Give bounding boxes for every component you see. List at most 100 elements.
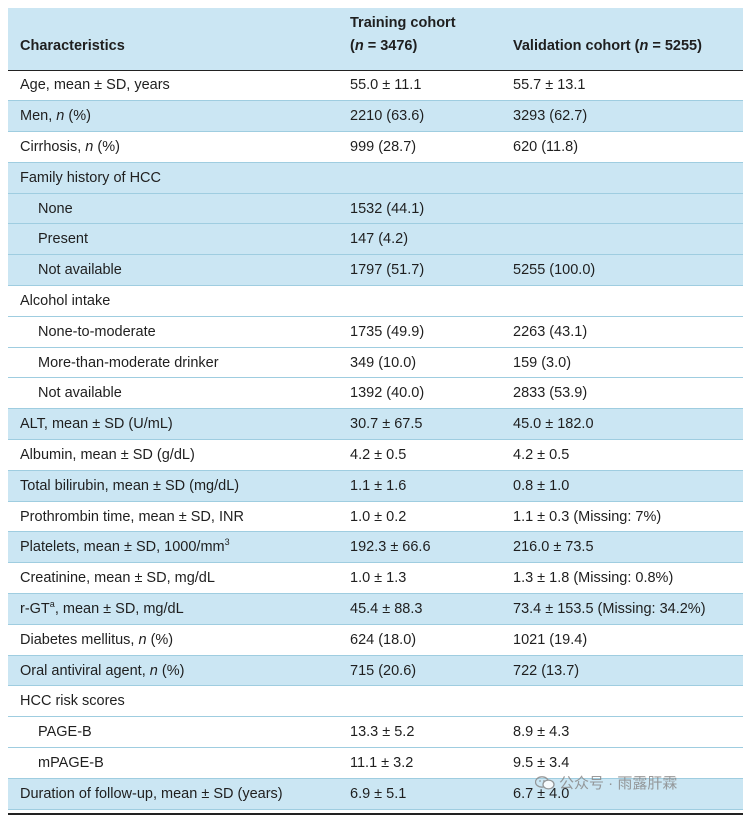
table-row: Present 147 (4.2) — [8, 223, 743, 255]
table-row: None-to-moderate 1735 (49.9) 2263 (43.1) — [8, 316, 743, 348]
validation-value — [501, 193, 743, 224]
header-validation-count: = 5255) — [648, 37, 702, 54]
training-value: 13.3 ± 5.2 — [350, 724, 415, 741]
training-value: 55.0 ± 11.1 — [350, 77, 422, 94]
table-row: Age, mean ± SD, years 55.0 ± 11.1 55.7 ±… — [8, 70, 743, 101]
row-label: Diabetes mellitus, n (%) — [8, 624, 338, 655]
table-bottom-rule — [8, 813, 743, 815]
row-label-italic: n — [56, 108, 65, 125]
row-label: PAGE-B — [38, 724, 92, 741]
row-label-text: Men, — [20, 108, 57, 125]
training-value: 1.0 ± 0.2 — [350, 508, 407, 525]
header-training-open: ( — [350, 37, 355, 54]
training-value: 1735 (49.9) — [350, 323, 425, 340]
row-label: Total bilirubin, mean ± SD (mg/dL) — [20, 477, 240, 494]
row-label-text: Diabetes mellitus, — [20, 631, 139, 648]
table-row: Alcohol intake — [8, 285, 743, 317]
row-label: r-GTa, mean ± SD, mg/dL — [8, 594, 338, 625]
table-row: mPAGE-B 11.1 ± 3.2 9.5 ± 3.4 — [8, 747, 743, 779]
training-value: 4.2 ± 0.5 — [350, 446, 407, 463]
header-characteristics: Characteristics — [20, 37, 125, 54]
row-label: Oral antiviral agent, n (%) — [8, 655, 338, 686]
training-value: 715 (20.6) — [350, 662, 417, 679]
table-row: Men, n (%) 2210 (63.6) 3293 (62.7) — [8, 100, 743, 132]
row-label: Prothrombin time, mean ± SD, INR — [20, 508, 244, 525]
validation-value: 216.0 ± 73.5 — [513, 539, 594, 556]
table-row: Platelets, mean ± SD, 1000/mm3 192.3 ± 6… — [8, 531, 743, 563]
table-row: Prothrombin time, mean ± SD, INR 1.0 ± 0… — [8, 501, 743, 532]
training-value: 6.9 ± 5.1 — [350, 785, 407, 802]
table-row: HCC risk scores — [8, 685, 743, 717]
header-training-count: = 3476) — [363, 37, 418, 54]
row-label: Albumin, mean ± SD (g/dL) — [20, 446, 195, 463]
row-label-suffix: (%) — [157, 662, 185, 679]
validation-value: 45.0 ± 182.0 — [513, 416, 594, 433]
row-label: ALT, mean ± SD (U/mL) — [20, 416, 173, 433]
training-value: 1392 (40.0) — [350, 385, 425, 402]
training-value: 2210 (63.6) — [350, 108, 425, 125]
row-label-italic: n — [85, 138, 94, 155]
training-value — [338, 162, 501, 193]
row-label-text: Oral antiviral agent, — [20, 662, 150, 679]
validation-value: 1.1 ± 0.3 (Missing: 7%) — [513, 508, 662, 525]
training-value: 999 (28.7) — [350, 138, 417, 155]
training-value: 1.0 ± 1.3 — [350, 570, 407, 587]
watermark: 公众号 · 雨露肝霖 — [534, 772, 677, 793]
table-row: Creatinine, mean ± SD, mg/dL 1.0 ± 1.3 1… — [8, 562, 743, 594]
validation-value — [501, 686, 743, 717]
header-validation-cohort: Validation cohort (n = 5255) — [501, 8, 743, 70]
table-row: Diabetes mellitus, n (%) 624 (18.0) 1021… — [8, 624, 743, 656]
row-label: Present — [38, 231, 88, 248]
row-label: Not available — [38, 385, 122, 402]
row-label-italic: n — [149, 662, 158, 679]
validation-value: 2833 (53.9) — [513, 385, 588, 402]
table-row: r-GTa, mean ± SD, mg/dL 45.4 ± 88.3 73.4… — [8, 593, 743, 625]
row-label-italic: n — [138, 631, 147, 648]
training-value: 1532 (44.1) — [350, 200, 425, 217]
validation-value — [501, 224, 743, 255]
row-label: mPAGE-B — [38, 754, 104, 771]
training-value: 1797 (51.7) — [350, 262, 425, 279]
validation-value: 5255 (100.0) — [513, 262, 596, 279]
validation-value: 9.5 ± 3.4 — [513, 754, 570, 771]
validation-value: 620 (11.8) — [513, 138, 579, 155]
validation-value: 55.7 ± 13.1 — [513, 77, 586, 94]
training-value: 192.3 ± 66.6 — [350, 539, 431, 556]
row-label-suffix: , mean ± SD, mg/dL — [54, 600, 184, 617]
row-label: Creatinine, mean ± SD, mg/dL — [20, 570, 215, 587]
row-label: None-to-moderate — [38, 323, 156, 340]
table-row: Cirrhosis, n (%) 999 (28.7) 620 (11.8) — [8, 131, 743, 163]
training-value — [338, 286, 501, 317]
validation-value: 4.2 ± 0.5 — [513, 446, 570, 463]
validation-value — [501, 286, 743, 317]
table-header-row: Characteristics Training cohort (n = 347… — [8, 8, 743, 70]
table-row: Duration of follow-up, mean ± SD (years)… — [8, 778, 743, 810]
training-value: 624 (18.0) — [350, 631, 417, 648]
table-row: ALT, mean ± SD (U/mL) 30.7 ± 67.5 45.0 ±… — [8, 408, 743, 440]
validation-value: 1021 (19.4) — [513, 631, 588, 648]
training-value: 30.7 ± 67.5 — [350, 416, 423, 433]
table-row: Total bilirubin, mean ± SD (mg/dL) 1.1 ±… — [8, 470, 743, 502]
row-label-suffix: (%) — [64, 108, 91, 125]
header-training-title: Training cohort — [350, 14, 456, 31]
header-validation-title: Validation cohort ( — [513, 37, 640, 54]
table-row: Family history of HCC — [8, 162, 743, 194]
validation-value: 73.4 ± 153.5 (Missing: 34.2%) — [513, 600, 706, 617]
row-label-suffix: (%) — [93, 138, 120, 155]
row-label: Duration of follow-up, mean ± SD (years) — [20, 785, 283, 802]
section-label: Alcohol intake — [20, 292, 111, 309]
row-label-text: Platelets, mean ± SD, 1000/mm — [20, 539, 225, 556]
table-row: More-than-moderate drinker 349 (10.0) 15… — [8, 347, 743, 378]
validation-value: 8.9 ± 4.3 — [513, 724, 570, 741]
header-training-n: n — [354, 37, 364, 54]
training-value: 147 (4.2) — [350, 231, 409, 248]
table-row: Not available 1392 (40.0) 2833 (53.9) — [8, 377, 743, 409]
validation-value: 3293 (62.7) — [513, 108, 588, 125]
validation-value: 0.8 ± 1.0 — [513, 477, 570, 494]
row-label-superscript: 3 — [224, 537, 230, 548]
table-row: Albumin, mean ± SD (g/dL) 4.2 ± 0.5 4.2 … — [8, 439, 743, 471]
row-label-text: Cirrhosis, — [20, 138, 86, 155]
row-label-suffix: (%) — [146, 631, 174, 648]
wechat-icon — [534, 776, 555, 790]
validation-value: 6.7 ± 4.0 — [513, 785, 570, 802]
